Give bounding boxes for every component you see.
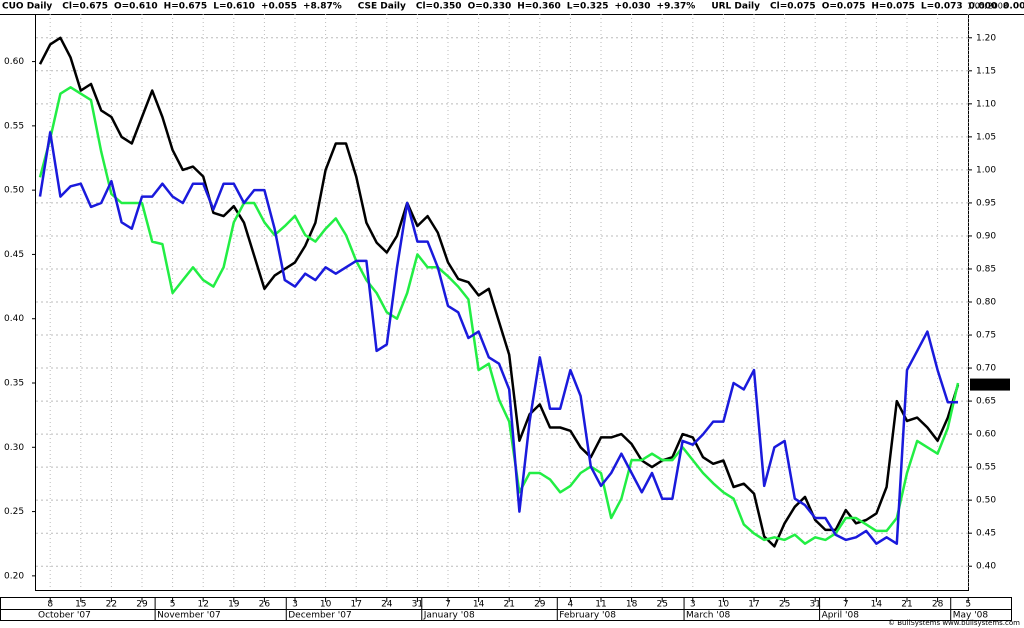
x-tick-label: 31 bbox=[809, 600, 820, 610]
header-text: +8.87% bbox=[303, 2, 342, 12]
y2-tick-label: 1.20 bbox=[976, 33, 996, 43]
series-line bbox=[38, 36, 960, 548]
y2-tick-label: 0.80 bbox=[976, 298, 996, 308]
header-text: +9.37% bbox=[657, 2, 696, 12]
y2-tick-label: 0.45 bbox=[976, 529, 996, 539]
series-line bbox=[38, 86, 960, 545]
date: 1/05/2008 bbox=[967, 2, 1008, 11]
month-label: October '07 bbox=[38, 611, 91, 621]
x-tick-label: 25 bbox=[656, 600, 667, 610]
header-text: +0.055 bbox=[261, 2, 297, 12]
month-label: November '07 bbox=[157, 611, 221, 621]
y-tick-label: 0.35 bbox=[4, 379, 24, 389]
header-text: 0.000 bbox=[969, 2, 997, 12]
y2-tick-label: 0.70 bbox=[976, 364, 996, 374]
x-tick-label: 24 bbox=[381, 600, 393, 610]
x-tick-label: 5 bbox=[965, 600, 971, 610]
y2-tick-label: 0.50 bbox=[976, 496, 996, 506]
x-tick-label: 19 bbox=[228, 600, 240, 610]
header-text: O=0.330 bbox=[468, 2, 512, 12]
x-tick-label: 12 bbox=[197, 600, 208, 610]
y-tick-label: 0.60 bbox=[4, 57, 24, 67]
header-text: Cl=0.350 bbox=[416, 2, 462, 12]
y2-tick-label: 1.15 bbox=[976, 66, 996, 76]
header-text: CUO Daily bbox=[2, 2, 52, 12]
y2-tick-label: 0.65 bbox=[976, 397, 996, 407]
x-tick-label: 31 bbox=[412, 600, 423, 610]
x-tick-label: 11 bbox=[595, 600, 606, 610]
header-text: Cl=0.675 bbox=[62, 2, 108, 12]
header-text: CSE Daily bbox=[358, 2, 406, 12]
x-tick-label: 7 bbox=[445, 600, 451, 610]
header-text: H=0.360 bbox=[517, 2, 561, 12]
x-tick-label: 10 bbox=[718, 600, 730, 610]
y2-tick-label: 0.95 bbox=[976, 198, 996, 208]
y2-tick-label: 1.10 bbox=[976, 99, 996, 109]
y-tick-label: 0.25 bbox=[4, 507, 24, 517]
month-label: January '08 bbox=[423, 611, 475, 621]
header-text: L=0.325 bbox=[567, 2, 609, 12]
x-tick-label: 4 bbox=[568, 600, 574, 610]
y2-tick-label: 0.75 bbox=[976, 331, 996, 341]
header-text: H=0.075 bbox=[871, 2, 915, 12]
x-tick-label: 25 bbox=[779, 600, 790, 610]
x-tick-label: 14 bbox=[871, 600, 883, 610]
header-text: L=0.073 bbox=[921, 2, 963, 12]
header-text: URL Daily bbox=[711, 2, 760, 12]
x-tick-label: 15 bbox=[75, 600, 86, 610]
x-tick-label: 21 bbox=[901, 600, 912, 610]
x-tick-label: 3 bbox=[690, 600, 696, 610]
y-tick-label: 0.45 bbox=[4, 250, 24, 260]
y-tick-label: 0.30 bbox=[4, 443, 24, 453]
y-tick-label: 0.55 bbox=[4, 121, 24, 131]
y2-tick-label: 0.85 bbox=[976, 264, 996, 274]
y2-tick-label: 1.05 bbox=[976, 132, 996, 142]
y-tick-label: 0.40 bbox=[4, 314, 24, 324]
x-tick-label: 8 bbox=[47, 600, 53, 610]
header-text: L=0.610 bbox=[213, 2, 255, 12]
x-tick-label: 18 bbox=[626, 600, 638, 610]
header-text: O=0.610 bbox=[114, 2, 158, 12]
x-tick-label: 29 bbox=[534, 600, 546, 610]
x-tick-label: 5 bbox=[170, 600, 176, 610]
x-tick-label: 17 bbox=[350, 600, 361, 610]
y2-tick-label: 0.55 bbox=[976, 463, 996, 473]
y-tick-label: 0.50 bbox=[4, 186, 24, 196]
x-tick-label: 17 bbox=[748, 600, 759, 610]
x-tick-label: 26 bbox=[259, 600, 271, 610]
x-tick-label: 29 bbox=[136, 600, 148, 610]
series-line bbox=[38, 131, 958, 545]
x-tick-label: 28 bbox=[932, 600, 944, 610]
last-value-box bbox=[970, 378, 1010, 391]
x-tick-label: 10 bbox=[320, 600, 332, 610]
y2-tick-label: 0.90 bbox=[976, 231, 996, 241]
y2-tick-label: 1.00 bbox=[976, 165, 996, 175]
header-text: +0.030 bbox=[615, 2, 651, 12]
x-tick-label: 22 bbox=[106, 600, 117, 610]
month-label: February '08 bbox=[559, 611, 616, 621]
header-text: 0.00% bbox=[1003, 2, 1024, 12]
x-tick-label: 21 bbox=[503, 600, 514, 610]
header-text: O=0.075 bbox=[822, 2, 866, 12]
header-text: Cl=0.075 bbox=[770, 2, 816, 12]
month-label: March '08 bbox=[686, 611, 730, 621]
x-tick-label: 14 bbox=[473, 600, 485, 610]
month-label: December '07 bbox=[288, 611, 351, 621]
x-tick-label: 3 bbox=[292, 600, 298, 610]
header-text: H=0.675 bbox=[164, 2, 208, 12]
month-label: May '08 bbox=[953, 611, 989, 621]
footer: © BullSystems www.bullsystems.com bbox=[888, 619, 1020, 627]
y-tick-label: 0.20 bbox=[4, 571, 24, 581]
y2-tick-label: 0.40 bbox=[976, 562, 996, 572]
month-label: April '08 bbox=[822, 611, 860, 621]
y2-tick-label: 0.60 bbox=[976, 430, 996, 440]
x-tick-label: 7 bbox=[843, 600, 849, 610]
last-value-label: 0.675 bbox=[976, 380, 1002, 390]
